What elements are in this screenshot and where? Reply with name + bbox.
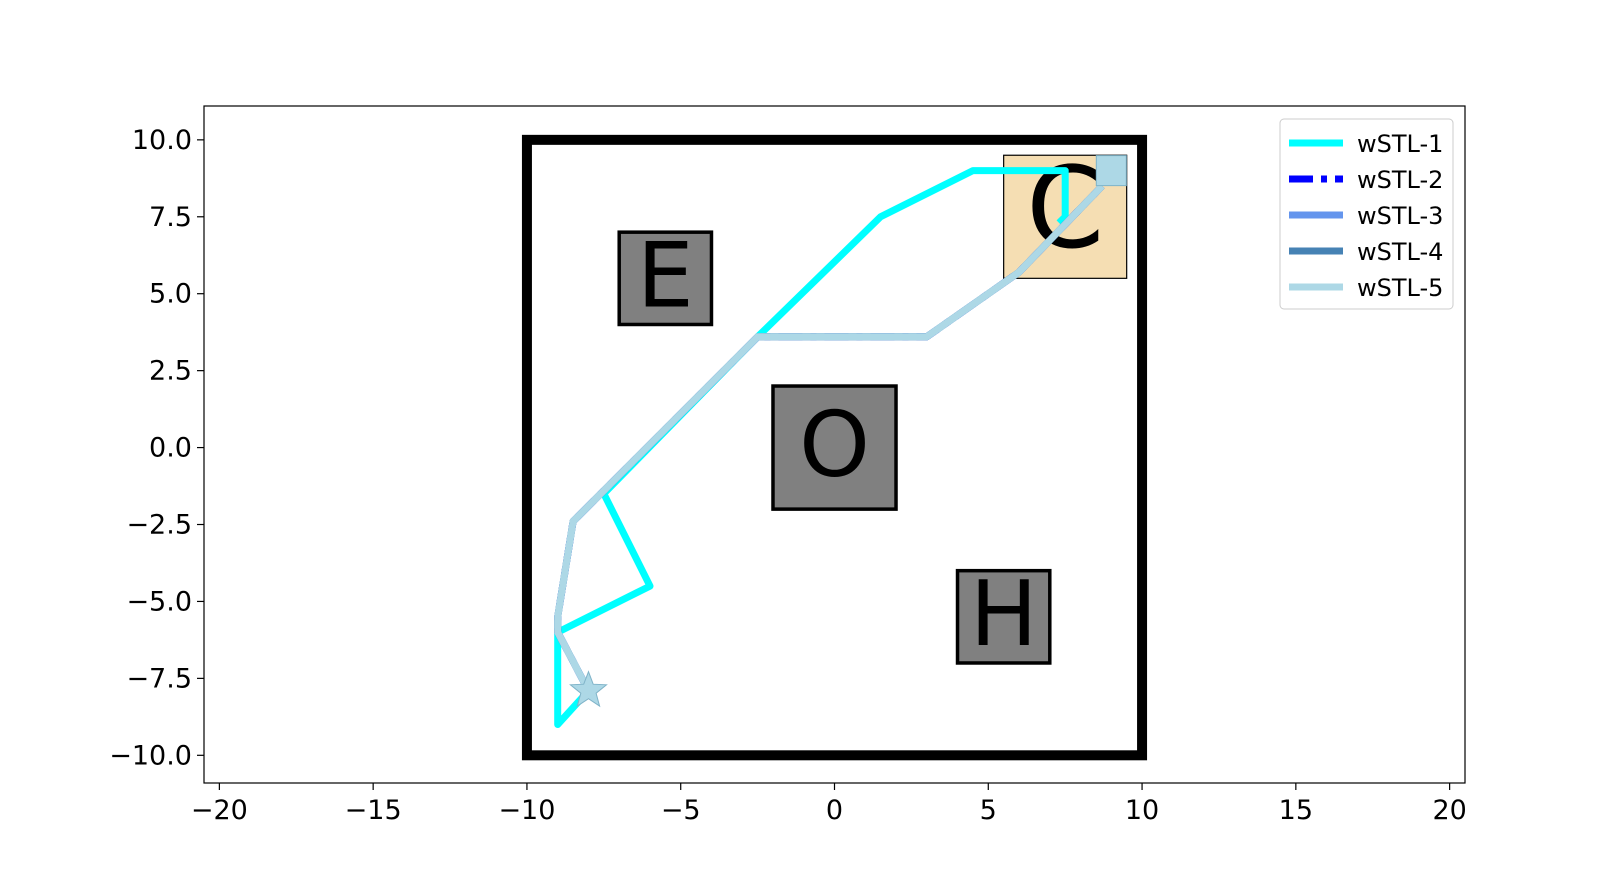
y-tick-label: 7.5 xyxy=(149,202,192,233)
region-e-label: E xyxy=(637,223,694,328)
start-marker-star xyxy=(569,670,608,708)
legend-label-wstl-3: wSTL-3 xyxy=(1357,202,1443,230)
y-tick-label: −5.0 xyxy=(126,586,192,617)
region-e-box xyxy=(617,230,714,327)
x-tick-label: 15 xyxy=(1279,795,1313,826)
y-tick-label: 0.0 xyxy=(149,433,192,464)
y-tick-label: 2.5 xyxy=(149,356,192,387)
legend-label-wstl-2: wSTL-2 xyxy=(1357,166,1443,194)
x-tick-label: 10 xyxy=(1125,795,1159,826)
x-tick-label: 20 xyxy=(1432,795,1466,826)
x-tick-label: 0 xyxy=(826,795,843,826)
legend-label-wstl-4: wSTL-4 xyxy=(1357,238,1443,266)
x-tick-label: −20 xyxy=(191,795,248,826)
x-tick-label: 5 xyxy=(980,795,997,826)
region-h-box xyxy=(955,568,1052,665)
x-tick-label: −10 xyxy=(498,795,555,826)
workspace-boundary xyxy=(521,134,1148,761)
y-tick-label: −2.5 xyxy=(126,510,192,541)
region-o-label: O xyxy=(799,393,870,498)
x-tick-label: −5 xyxy=(661,795,701,826)
legend-label-wstl-5: wSTL-5 xyxy=(1357,274,1443,302)
trajectory-wstl-5 xyxy=(554,183,1105,693)
goal-marker xyxy=(1095,155,1127,187)
region-h-label: H xyxy=(970,562,1038,667)
y-tick-label: −7.5 xyxy=(126,663,192,694)
y-tick-label: −10.0 xyxy=(109,740,192,771)
y-tick-label: 10.0 xyxy=(132,125,192,156)
region-o-box xyxy=(771,384,898,511)
legend-label-wstl-1: wSTL-1 xyxy=(1357,130,1443,158)
legend-box xyxy=(1279,118,1454,310)
y-tick-label: 5.0 xyxy=(149,279,192,310)
x-tick-label: −15 xyxy=(345,795,402,826)
